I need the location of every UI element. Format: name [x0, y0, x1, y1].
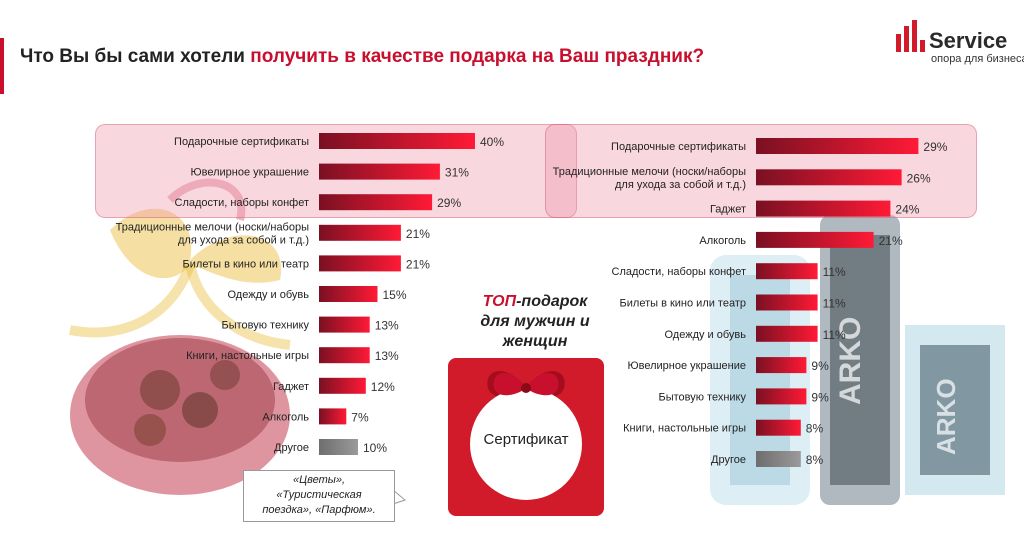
certificate-circle [470, 388, 582, 500]
right-bar [756, 294, 818, 311]
svg-text:ARKO: ARKO [834, 317, 867, 405]
right-bar-label: Одежду и обувь [664, 329, 746, 341]
right-bar-value: 26% [907, 171, 931, 185]
left-bar-label: Алкоголь [262, 411, 309, 423]
top-gift-heading: ТОП-подарок для мужчин и женщин [480, 293, 590, 350]
right-bar [756, 357, 807, 374]
right-bar-value: 8% [806, 422, 824, 436]
left-bar-label: Книги, настольные игры [186, 350, 309, 362]
svg-text:ARKO: ARKO [931, 378, 961, 455]
right-bar [756, 419, 801, 436]
left-bar-label: Ювелирное украшение [191, 167, 309, 179]
right-bar [756, 263, 818, 280]
right-bar-value: 11% [823, 297, 846, 311]
right-bar [756, 200, 891, 217]
left-bar-value: 12% [371, 380, 395, 394]
right-bar-label: Бытовую технику [658, 391, 746, 403]
left-bar-value: 7% [351, 410, 369, 424]
left-bar-label: Традиционные мелочи (носки/наборы для ухо… [116, 221, 309, 246]
left-bar-label: Подарочные сертификаты [174, 136, 309, 148]
candy-box-image [69, 178, 291, 495]
left-bar-value: 13% [375, 349, 399, 363]
right-bar-label: Традиционные мелочи (носки/наборы для ухо… [553, 166, 746, 191]
left-bar-value: 10% [363, 441, 387, 455]
right-bar-label: Гаджет [710, 204, 746, 216]
cosmetic-bottles-image: ARKO ARKO [710, 215, 1005, 505]
left-bar-label: Одежду и обувь [227, 289, 309, 301]
left-bar [319, 408, 347, 425]
left-bar-label: Бытовую технику [221, 320, 309, 332]
left-bar [319, 194, 433, 211]
right-bar [756, 325, 818, 342]
certificate-card: Сертификат [448, 358, 604, 516]
right-bar [756, 231, 874, 248]
left-bar-label: Гаджет [273, 381, 309, 393]
right-bar [756, 138, 919, 154]
left-bar-value: 40% [480, 135, 504, 149]
left-bar [319, 377, 366, 394]
left-bar [319, 286, 378, 302]
right-bar-label: Алкоголь [699, 235, 746, 247]
left-bar [319, 224, 401, 241]
left-bar-value: 21% [406, 227, 430, 241]
right-bar-value: 24% [895, 203, 919, 217]
right-bar-label: Другое [711, 454, 746, 466]
left-bar-label: Другое [274, 442, 309, 454]
certificate-label: Сертификат [483, 431, 569, 448]
left-bar-value: 15% [383, 288, 407, 302]
ribbon-knot-icon [493, 372, 559, 396]
logo-tagline: опора для бизнеса [931, 53, 1024, 65]
logo-bars-icon [896, 20, 925, 52]
right-bar [756, 169, 902, 186]
right-bar-label: Книги, настольные игры [623, 423, 746, 435]
left-bar [319, 316, 370, 333]
logo-name: Service [929, 28, 1008, 53]
right-bar-value: 11% [823, 265, 846, 279]
callout-pointer [392, 489, 407, 505]
left-bar-label: Билеты в кино или театр [183, 258, 309, 270]
right-bar-value: 21% [879, 234, 903, 248]
right-bar-value: 9% [811, 359, 829, 373]
left-bar [319, 255, 401, 272]
page-title: Что Вы бы сами хотели получить в качеств… [20, 46, 705, 67]
right-bar-label: Ювелирное украшение [628, 360, 746, 372]
left-bar [319, 163, 440, 180]
right-bar-label: Сладости, наборы конфет [612, 266, 746, 278]
right-bar-label: Подарочные сертификаты [611, 141, 746, 153]
right-bar [756, 388, 807, 405]
left-bar [319, 347, 370, 364]
left-bar-label: Сладости, наборы конфет [175, 197, 309, 209]
right-bar-value: 29% [923, 140, 947, 154]
left-bar-value: 21% [406, 257, 430, 271]
left-bar-value: 13% [375, 319, 399, 333]
right-bar-value: 9% [811, 390, 829, 404]
left-bar-value: 29% [437, 196, 461, 210]
right-bar-label: Билеты в кино или театр [620, 298, 746, 310]
right-bar [756, 451, 801, 467]
right-bar-value: 8% [806, 453, 824, 467]
left-bar [319, 133, 475, 149]
service-logo: Service опора для бизнеса [893, 16, 1024, 66]
right-bar-value: 11% [823, 328, 846, 342]
left-bar [319, 439, 358, 455]
left-bar-value: 31% [445, 166, 469, 180]
title-accent-bar [0, 38, 4, 94]
other-answers-callout: «Цветы», «Туристическая поездка», «Парфю… [243, 470, 395, 522]
